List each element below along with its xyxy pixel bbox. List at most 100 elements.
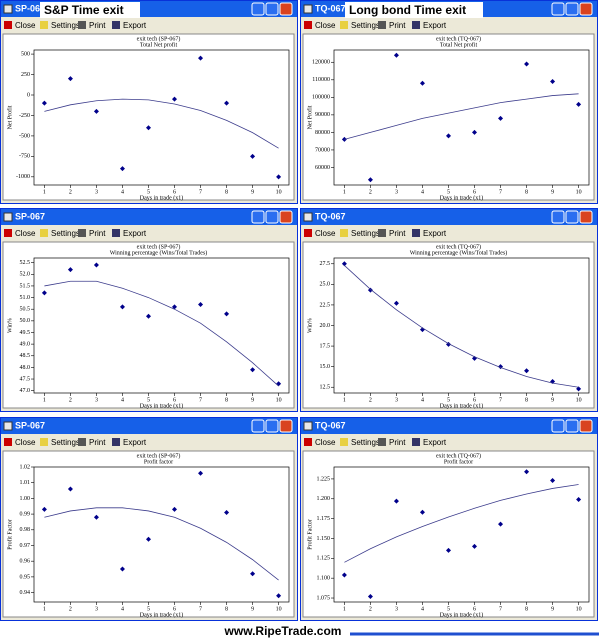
minimize-button[interactable] bbox=[251, 2, 265, 16]
toolbar-icon[interactable] bbox=[112, 229, 120, 237]
maximize-button[interactable] bbox=[565, 419, 579, 433]
maximize-button[interactable] bbox=[565, 2, 579, 16]
toolbar-button[interactable]: Settings bbox=[351, 229, 380, 238]
x-tick-label: 7 bbox=[499, 397, 502, 403]
maximize-button[interactable] bbox=[265, 2, 279, 16]
toolbar-button[interactable]: Close bbox=[315, 229, 336, 238]
minimize-button[interactable] bbox=[251, 210, 265, 224]
data-point bbox=[524, 469, 530, 475]
toolbar-button[interactable]: Settings bbox=[351, 438, 380, 447]
toolbar-icon[interactable] bbox=[340, 438, 348, 446]
minimize-button[interactable] bbox=[551, 2, 565, 16]
toolbar-icon[interactable] bbox=[40, 438, 48, 446]
close-window-button[interactable] bbox=[279, 210, 293, 224]
data-point bbox=[119, 304, 125, 310]
chart-subtitle: exit tech (SP-067) bbox=[137, 243, 181, 250]
toolbar-button[interactable]: Print bbox=[389, 21, 406, 30]
chart-subtitle: exit tech (TQ-067) bbox=[436, 243, 481, 250]
data-point bbox=[67, 76, 73, 82]
toolbar-button[interactable]: Settings bbox=[51, 229, 80, 238]
chart-title: Winning percentage (Wins/Total Trades) bbox=[410, 249, 508, 256]
y-tick-label: 60000 bbox=[315, 165, 330, 171]
y-axis-label: Win% bbox=[307, 318, 313, 333]
chart-title: Total Net profit bbox=[440, 41, 478, 48]
toolbar-icon[interactable] bbox=[4, 21, 12, 29]
data-point bbox=[419, 509, 425, 515]
window-icon bbox=[3, 212, 13, 222]
y-tick-label: 1.00 bbox=[20, 496, 31, 502]
toolbar-button[interactable]: Print bbox=[89, 21, 106, 30]
data-point bbox=[172, 96, 178, 102]
chart-area bbox=[2, 33, 295, 201]
toolbar-icon[interactable] bbox=[4, 438, 12, 446]
toolbar-button[interactable]: Print bbox=[389, 229, 406, 238]
minimize-button[interactable] bbox=[251, 419, 265, 433]
close-window-button[interactable] bbox=[579, 2, 593, 16]
y-tick-label: 500 bbox=[21, 51, 30, 57]
maximize-button[interactable] bbox=[565, 210, 579, 224]
close-window-button[interactable] bbox=[579, 419, 593, 433]
toolbar-icon[interactable] bbox=[340, 21, 348, 29]
toolbar-icon[interactable] bbox=[4, 229, 12, 237]
toolbar-button[interactable]: Settings bbox=[51, 438, 80, 447]
toolbar-button[interactable]: Close bbox=[15, 438, 36, 447]
toolbar-button[interactable]: Export bbox=[423, 438, 447, 447]
toolbar-icon[interactable] bbox=[304, 229, 312, 237]
toolbar-icon[interactable] bbox=[40, 21, 48, 29]
toolbar-button[interactable]: Print bbox=[389, 438, 406, 447]
y-axis-label: Profit Factor bbox=[6, 519, 13, 550]
toolbar-icon[interactable] bbox=[378, 438, 386, 446]
x-tick-label: 5 bbox=[447, 189, 450, 195]
toolbar-icon[interactable] bbox=[378, 21, 386, 29]
toolbar-button[interactable]: Settings bbox=[51, 21, 80, 30]
y-tick-label: 51.5 bbox=[20, 283, 31, 289]
toolbar-icon[interactable] bbox=[78, 21, 86, 29]
toolbar-button[interactable]: Settings bbox=[351, 21, 380, 30]
x-tick-label: 4 bbox=[421, 606, 424, 612]
toolbar-icon[interactable] bbox=[304, 21, 312, 29]
toolbar-icon[interactable] bbox=[340, 229, 348, 237]
toolbar-button[interactable]: Close bbox=[315, 21, 336, 30]
data-point bbox=[41, 100, 47, 106]
toolbar-button[interactable]: Export bbox=[423, 21, 447, 30]
minimize-button[interactable] bbox=[551, 419, 565, 433]
chart-subtitle: exit tech (TQ-067) bbox=[436, 35, 481, 42]
toolbar-icon[interactable] bbox=[412, 21, 420, 29]
footer: www.RipeTrade.com bbox=[224, 624, 342, 638]
x-tick-label: 4 bbox=[421, 397, 424, 403]
toolbar-icon[interactable] bbox=[304, 438, 312, 446]
close-window-button[interactable] bbox=[279, 419, 293, 433]
toolbar-icon[interactable] bbox=[412, 438, 420, 446]
toolbar-icon[interactable] bbox=[378, 229, 386, 237]
toolbar-button[interactable]: Close bbox=[15, 229, 36, 238]
x-tick-label: 4 bbox=[121, 606, 124, 612]
toolbar-icon[interactable] bbox=[40, 229, 48, 237]
maximize-button[interactable] bbox=[265, 210, 279, 224]
close-window-button[interactable] bbox=[579, 210, 593, 224]
minimize-button[interactable] bbox=[551, 210, 565, 224]
y-tick-label: 1.100 bbox=[317, 576, 331, 582]
toolbar-button[interactable]: Export bbox=[423, 229, 447, 238]
chart-subtitle: exit tech (SP-067) bbox=[137, 452, 181, 459]
toolbar-button[interactable]: Print bbox=[89, 229, 106, 238]
chart-area bbox=[302, 33, 595, 201]
toolbar-button[interactable]: Print bbox=[89, 438, 106, 447]
toolbar-icon[interactable] bbox=[78, 229, 86, 237]
chart-area bbox=[2, 241, 295, 409]
toolbar-icon[interactable] bbox=[78, 438, 86, 446]
close-window-button[interactable] bbox=[279, 2, 293, 16]
toolbar-icon[interactable] bbox=[412, 229, 420, 237]
toolbar-button[interactable]: Export bbox=[123, 438, 147, 447]
toolbar-button[interactable]: Close bbox=[15, 21, 36, 30]
toolbar-button[interactable]: Export bbox=[123, 21, 147, 30]
toolbar-button[interactable]: Close bbox=[315, 438, 336, 447]
overlay-label: S&P Time exit bbox=[44, 3, 124, 17]
x-tick-label: 10 bbox=[576, 606, 582, 612]
x-tick-label: 10 bbox=[576, 397, 582, 403]
maximize-button[interactable] bbox=[265, 419, 279, 433]
toolbar-icon[interactable] bbox=[112, 438, 120, 446]
y-tick-label: 1.150 bbox=[317, 536, 331, 542]
toolbar-icon[interactable] bbox=[112, 21, 120, 29]
toolbar-button[interactable]: Export bbox=[123, 229, 147, 238]
x-tick-label: 3 bbox=[95, 189, 98, 195]
